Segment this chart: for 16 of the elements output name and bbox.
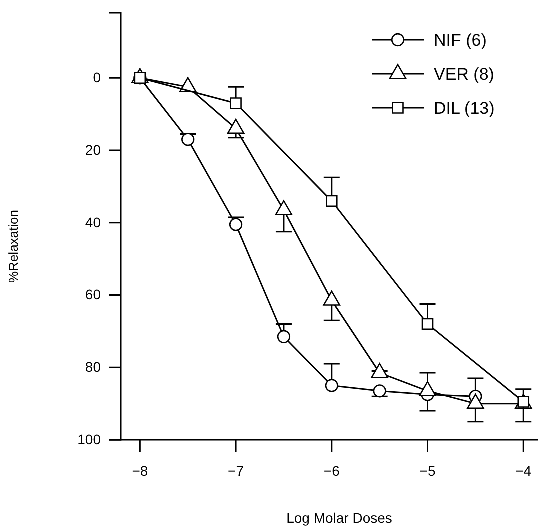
legend-label: DIL (13) [434, 99, 495, 118]
x-tick-label: −8 [132, 462, 148, 479]
y-tick-label: 0 [93, 70, 102, 86]
legend-label: VER (8) [434, 65, 494, 84]
x-tick-label: −6 [324, 462, 340, 479]
x-tick-label: −5 [420, 462, 436, 479]
x-axis-title: Log Molar Doses [286, 510, 392, 526]
y-tick-label: 80 [85, 359, 102, 376]
y-tick-label: 40 [85, 214, 102, 230]
legend-label: NIF (6) [434, 31, 487, 50]
y-tick-label: 60 [85, 286, 102, 303]
y-axis-title: %Relaxation [6, 210, 21, 283]
y-tick-label: 100 [78, 431, 102, 448]
y-tick-label: 20 [85, 142, 102, 158]
x-tick-label: −4 [516, 462, 532, 479]
x-tick-label: −7 [228, 462, 244, 479]
